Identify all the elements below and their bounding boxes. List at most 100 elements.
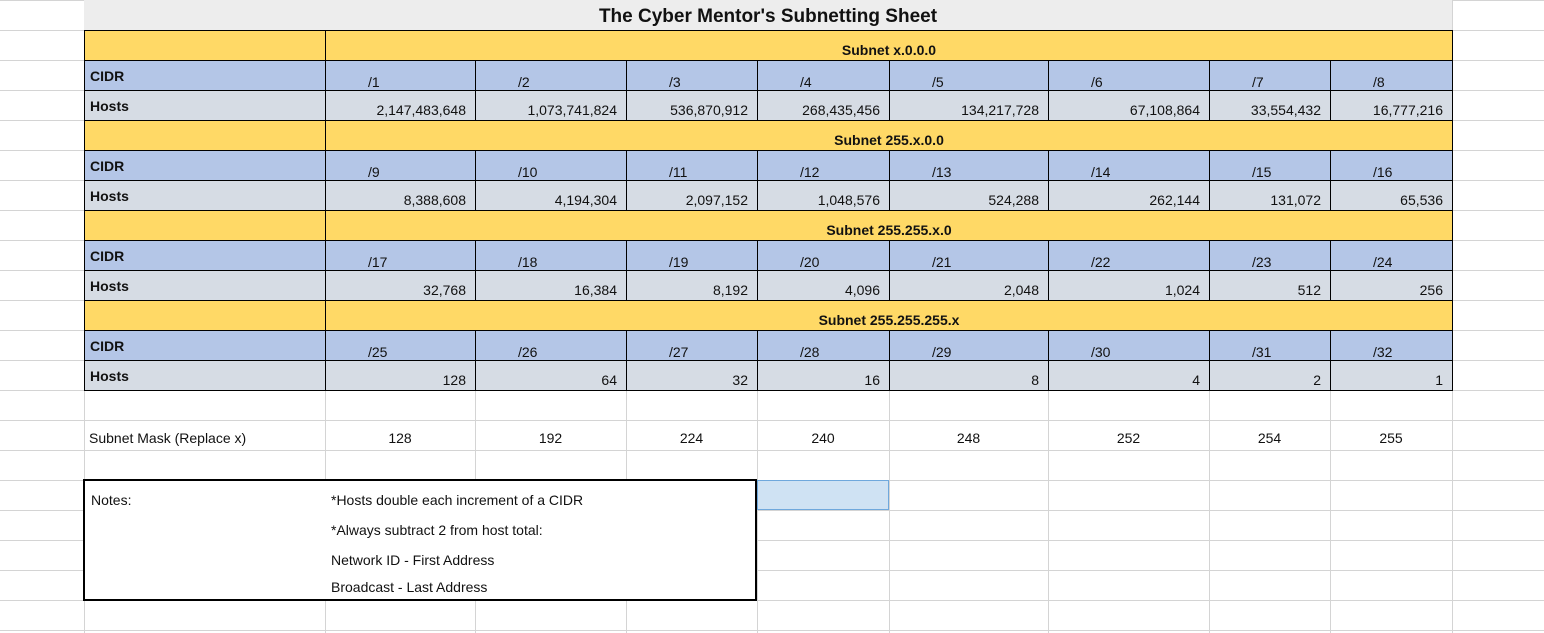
hosts-cell[interactable]: 2,147,483,648 xyxy=(325,90,476,121)
gridline xyxy=(0,450,1544,451)
cidr-cell[interactable]: /32 xyxy=(1330,330,1453,361)
subnet-band-label-cell[interactable] xyxy=(84,210,326,241)
notes-label: Notes: xyxy=(91,492,132,508)
hosts-row-label[interactable]: Hosts xyxy=(84,270,326,301)
hosts-cell[interactable]: 4 xyxy=(1048,360,1210,391)
cidr-cell[interactable]: /17 xyxy=(325,240,476,271)
sheet-title: The Cyber Mentor's Subnetting Sheet xyxy=(84,0,1452,30)
subnet-mask-value[interactable]: 252 xyxy=(1116,430,1141,446)
hosts-cell[interactable]: 512 xyxy=(1209,270,1331,301)
cidr-cell[interactable]: /19 xyxy=(626,240,758,271)
hosts-cell[interactable]: 16,777,216 xyxy=(1330,90,1453,121)
hosts-cell[interactable]: 1,048,576 xyxy=(757,180,890,211)
cidr-cell[interactable]: /8 xyxy=(1330,60,1453,91)
subnet-mask-value[interactable]: 224 xyxy=(679,430,704,446)
cidr-cell[interactable]: /6 xyxy=(1048,60,1210,91)
cidr-cell[interactable]: /29 xyxy=(889,330,1049,361)
cidr-cell[interactable]: /2 xyxy=(475,60,627,91)
subnet-band-label-cell[interactable] xyxy=(84,120,326,151)
gridline xyxy=(0,570,1544,571)
cidr-cell[interactable]: /16 xyxy=(1330,150,1453,181)
cidr-cell[interactable]: /3 xyxy=(626,60,758,91)
hosts-row-label[interactable]: Hosts xyxy=(84,180,326,211)
cidr-cell[interactable]: /18 xyxy=(475,240,627,271)
subnet-mask-value[interactable]: 255 xyxy=(1379,430,1403,446)
cidr-cell[interactable]: /26 xyxy=(475,330,627,361)
hosts-cell[interactable]: 4,194,304 xyxy=(475,180,627,211)
cidr-cell[interactable]: /9 xyxy=(325,150,476,181)
cidr-cell[interactable]: /10 xyxy=(475,150,627,181)
cidr-cell[interactable]: /12 xyxy=(757,150,890,181)
subnet-mask-value[interactable]: 248 xyxy=(956,430,981,446)
subnet-band[interactable]: Subnet 255.255.x.0 xyxy=(325,210,1453,241)
cidr-row-label[interactable]: CIDR xyxy=(84,60,326,91)
notes-box[interactable]: Notes: *Hosts double each increment of a… xyxy=(83,479,757,601)
subnet-band-label-cell[interactable] xyxy=(84,300,326,331)
cidr-cell[interactable]: /20 xyxy=(757,240,890,271)
cidr-cell[interactable]: /22 xyxy=(1048,240,1210,271)
hosts-cell[interactable]: 65,536 xyxy=(1330,180,1453,211)
hosts-cell[interactable]: 536,870,912 xyxy=(626,90,758,121)
hosts-cell[interactable]: 64 xyxy=(475,360,627,391)
hosts-cell[interactable]: 134,217,728 xyxy=(889,90,1049,121)
cidr-cell[interactable]: /11 xyxy=(626,150,758,181)
hosts-cell[interactable]: 67,108,864 xyxy=(1048,90,1210,121)
hosts-row-label[interactable]: Hosts xyxy=(84,90,326,121)
hosts-cell[interactable]: 16,384 xyxy=(475,270,627,301)
cidr-cell[interactable]: /27 xyxy=(626,330,758,361)
hosts-cell[interactable]: 1,024 xyxy=(1048,270,1210,301)
cidr-row-label[interactable]: CIDR xyxy=(84,150,326,181)
subnet-mask-value[interactable]: 240 xyxy=(811,430,835,446)
hosts-cell[interactable]: 8,388,608 xyxy=(325,180,476,211)
cidr-cell[interactable]: /15 xyxy=(1209,150,1331,181)
hosts-cell[interactable]: 4,096 xyxy=(757,270,890,301)
note-line: Broadcast - Last Address xyxy=(331,579,488,595)
cidr-row-label[interactable]: CIDR xyxy=(84,240,326,271)
cidr-cell[interactable]: /21 xyxy=(889,240,1049,271)
hosts-cell[interactable]: 268,435,456 xyxy=(757,90,890,121)
selected-cell[interactable] xyxy=(757,480,889,510)
cidr-cell[interactable]: /23 xyxy=(1209,240,1331,271)
gridline xyxy=(0,420,1544,421)
subnet-mask-value[interactable]: 192 xyxy=(538,430,563,446)
subnet-band[interactable]: Subnet 255.255.255.x xyxy=(325,300,1453,331)
note-line: *Always subtract 2 from host total: xyxy=(331,522,543,538)
gridline xyxy=(0,630,1544,631)
gridline xyxy=(0,510,1544,511)
hosts-cell[interactable]: 128 xyxy=(325,360,476,391)
subnet-mask-value[interactable]: 128 xyxy=(388,430,412,446)
subnet-band[interactable]: Subnet 255.x.0.0 xyxy=(325,120,1453,151)
hosts-cell[interactable]: 16 xyxy=(757,360,890,391)
hosts-cell[interactable]: 8 xyxy=(889,360,1049,391)
hosts-cell[interactable]: 33,554,432 xyxy=(1209,90,1331,121)
cidr-row-label[interactable]: CIDR xyxy=(84,330,326,361)
subnet-band[interactable]: Subnet x.0.0.0 xyxy=(325,30,1453,61)
hosts-cell[interactable]: 32 xyxy=(626,360,758,391)
cidr-cell[interactable]: /24 xyxy=(1330,240,1453,271)
hosts-cell[interactable]: 2,097,152 xyxy=(626,180,758,211)
cidr-cell[interactable]: /7 xyxy=(1209,60,1331,91)
subnet-mask-label[interactable]: Subnet Mask (Replace x) xyxy=(89,430,247,446)
cidr-cell[interactable]: /13 xyxy=(889,150,1049,181)
cidr-cell[interactable]: /14 xyxy=(1048,150,1210,181)
hosts-cell[interactable]: 524,288 xyxy=(889,180,1049,211)
hosts-cell[interactable]: 32,768 xyxy=(325,270,476,301)
cidr-cell[interactable]: /1 xyxy=(325,60,476,91)
cidr-cell[interactable]: /25 xyxy=(325,330,476,361)
hosts-row-label[interactable]: Hosts xyxy=(84,360,326,391)
hosts-cell[interactable]: 256 xyxy=(1330,270,1453,301)
subnet-mask-value[interactable]: 254 xyxy=(1257,430,1282,446)
subnet-band-label-cell[interactable] xyxy=(84,30,326,61)
cidr-cell[interactable]: /31 xyxy=(1209,330,1331,361)
hosts-cell[interactable]: 2 xyxy=(1209,360,1331,391)
cidr-cell[interactable]: /28 xyxy=(757,330,890,361)
hosts-cell[interactable]: 1 xyxy=(1330,360,1453,391)
cidr-cell[interactable]: /30 xyxy=(1048,330,1210,361)
hosts-cell[interactable]: 2,048 xyxy=(889,270,1049,301)
hosts-cell[interactable]: 262,144 xyxy=(1048,180,1210,211)
hosts-cell[interactable]: 8,192 xyxy=(626,270,758,301)
cidr-cell[interactable]: /4 xyxy=(757,60,890,91)
hosts-cell[interactable]: 1,073,741,824 xyxy=(475,90,627,121)
cidr-cell[interactable]: /5 xyxy=(889,60,1049,91)
hosts-cell[interactable]: 131,072 xyxy=(1209,180,1331,211)
